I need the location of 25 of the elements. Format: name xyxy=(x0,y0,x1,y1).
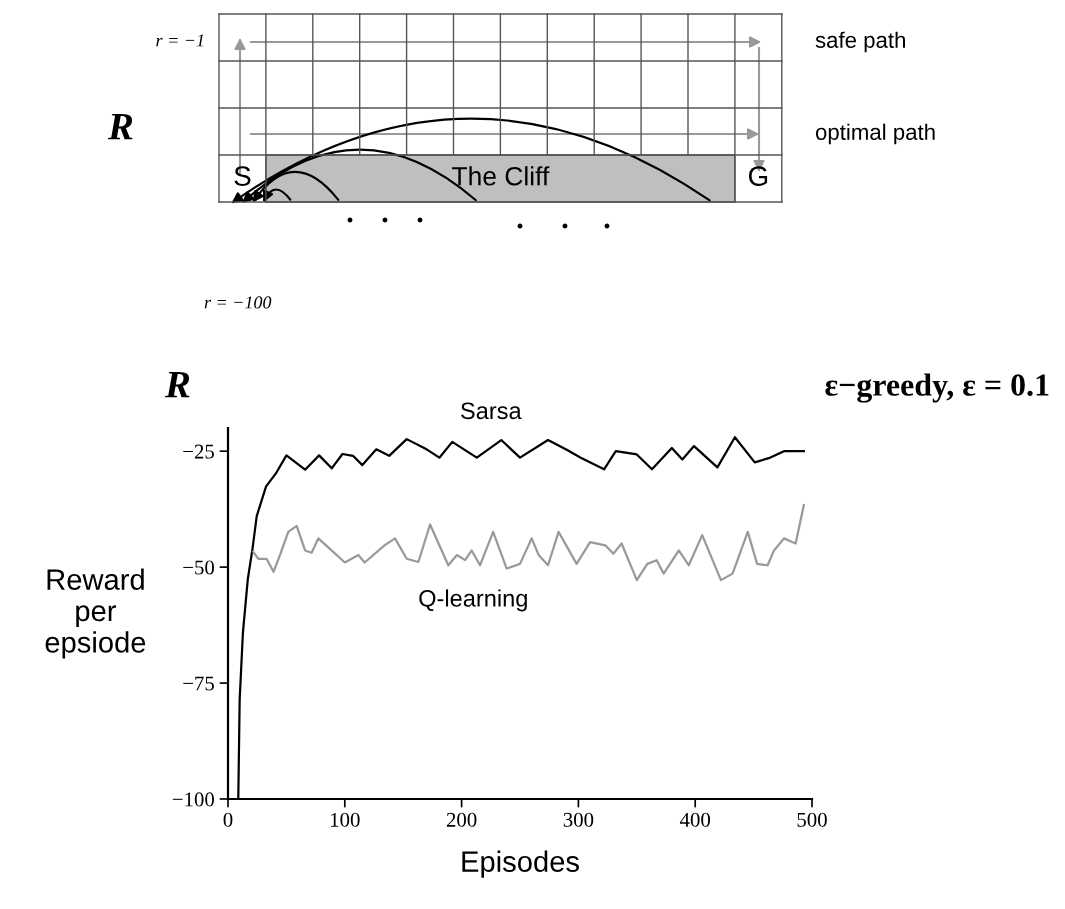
text: r = −100 xyxy=(204,296,272,309)
text: r = −1 xyxy=(156,34,204,47)
y-tick-label: −100 xyxy=(172,792,215,807)
y-tick-label: −75 xyxy=(183,676,214,691)
x-tick-label: 0 xyxy=(223,812,233,827)
y-axis-title: Reward per epsiode xyxy=(45,568,146,659)
y-tick-label: −25 xyxy=(183,444,214,459)
y-tick-label: −50 xyxy=(183,560,215,575)
x-axis-title: Episodes xyxy=(462,850,579,878)
x-tick-label: 200 xyxy=(446,812,477,827)
series-label: Q-learning xyxy=(419,589,527,612)
text: G xyxy=(748,166,768,186)
x-tick-label: 500 xyxy=(797,812,827,827)
x-tick-label: 100 xyxy=(331,812,360,827)
series-label: Sarsa xyxy=(461,402,522,420)
text: safe path xyxy=(815,31,905,53)
text: S xyxy=(234,166,251,186)
x-tick-label: 400 xyxy=(679,812,711,827)
text: optimal path xyxy=(815,123,935,145)
text: The Cliff xyxy=(452,166,550,186)
x-tick-label: 300 xyxy=(563,812,594,827)
text: ε−greedy, ε = 0.1 xyxy=(825,373,1049,403)
text: R xyxy=(107,113,133,140)
text: R xyxy=(164,371,190,398)
line-series xyxy=(252,503,805,582)
